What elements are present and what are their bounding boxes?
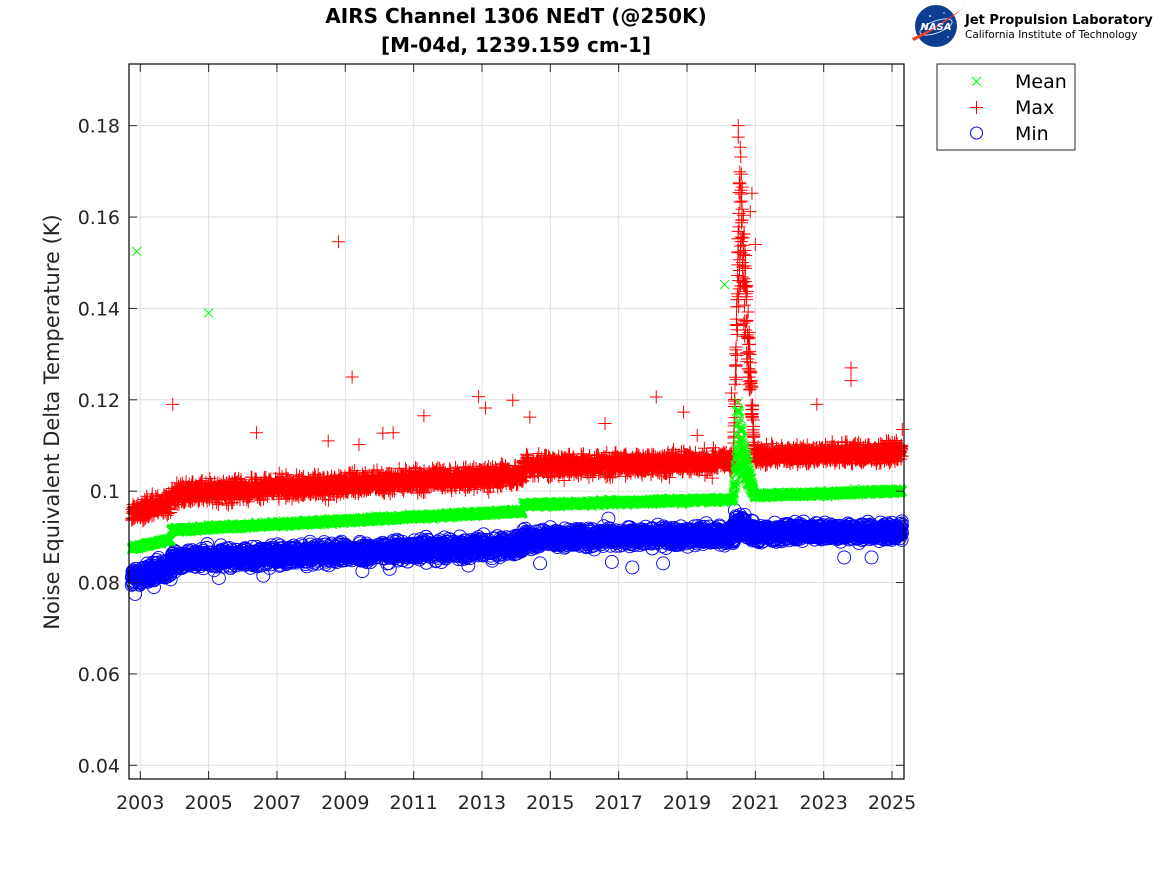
point-min [163, 572, 178, 587]
plot-area [129, 64, 904, 779]
chart-title-line-1: AIRS Channel 1306 NEdT (@250K) [325, 4, 706, 28]
data-points [124, 119, 910, 601]
series-min [124, 503, 910, 601]
chart-title-line-2: [M-04d, 1239.159 cm-1] [381, 33, 651, 57]
